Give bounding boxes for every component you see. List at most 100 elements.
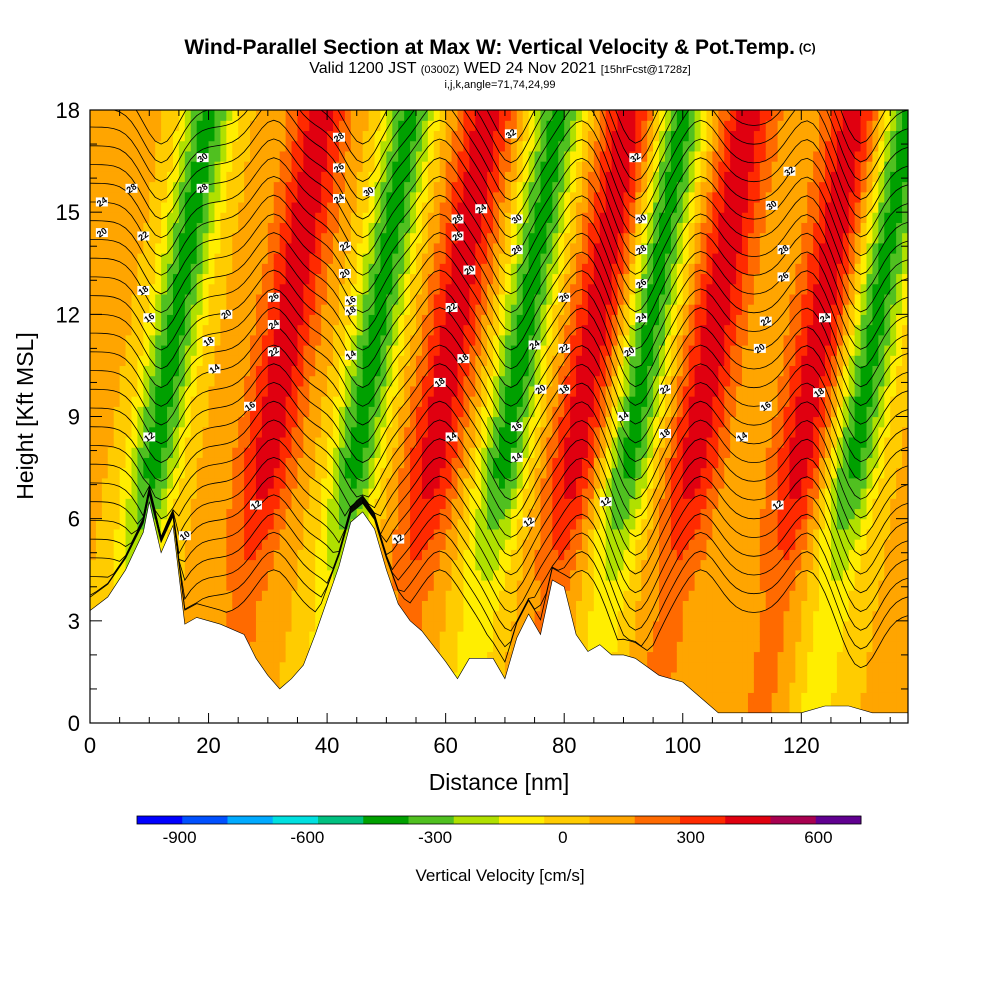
velocity-cell xyxy=(362,406,370,418)
velocity-cell xyxy=(149,110,156,121)
velocity-cell xyxy=(386,222,393,234)
velocity-cell xyxy=(303,212,310,223)
velocity-cell xyxy=(149,365,156,377)
velocity-cell xyxy=(250,222,257,234)
velocity-cell xyxy=(309,488,316,499)
velocity-cell xyxy=(481,253,488,264)
velocity-cell xyxy=(570,334,577,346)
velocity-cell xyxy=(161,273,168,285)
velocity-cell xyxy=(267,477,275,489)
velocity-cell xyxy=(487,365,494,377)
velocity-cell xyxy=(540,355,548,367)
velocity-cell xyxy=(433,610,441,622)
velocity-cell xyxy=(344,171,352,183)
velocity-cell xyxy=(327,304,334,315)
velocity-cell xyxy=(416,610,423,622)
velocity-cell xyxy=(303,140,310,152)
velocity-cell xyxy=(350,457,358,469)
velocity-cell xyxy=(540,457,548,469)
velocity-cell xyxy=(528,130,536,142)
velocity-cell xyxy=(214,559,222,571)
velocity-cell xyxy=(208,559,216,571)
velocity-cell xyxy=(410,569,417,581)
velocity-cell xyxy=(190,253,198,264)
velocity-cell xyxy=(297,232,304,244)
velocity-cell xyxy=(250,304,257,315)
velocity-cell xyxy=(534,600,542,612)
velocity-cell xyxy=(167,518,174,530)
velocity-cell xyxy=(392,314,399,326)
velocity-cell xyxy=(101,324,109,336)
velocity-cell xyxy=(119,181,127,193)
velocity-cell xyxy=(261,396,269,407)
velocity-cell xyxy=(143,191,150,203)
velocity-cell xyxy=(131,212,139,223)
velocity-cell xyxy=(149,385,156,397)
velocity-cell xyxy=(362,304,370,315)
velocity-cell xyxy=(416,161,423,172)
velocity-cell xyxy=(398,161,405,172)
velocity-cell xyxy=(493,314,500,326)
velocity-cell xyxy=(516,569,524,581)
velocity-cell xyxy=(416,549,423,561)
velocity-cell xyxy=(107,324,115,336)
velocity-cell xyxy=(267,467,275,479)
velocity-cell xyxy=(558,120,565,132)
velocity-cell xyxy=(487,110,494,121)
velocity-cell xyxy=(398,293,405,305)
velocity-cell xyxy=(107,150,115,162)
velocity-cell xyxy=(475,293,482,305)
velocity-cell xyxy=(481,406,488,418)
velocity-cell xyxy=(208,181,216,193)
velocity-cell xyxy=(232,610,239,622)
velocity-cell xyxy=(267,304,275,315)
velocity-cell xyxy=(362,110,370,121)
velocity-cell xyxy=(534,406,542,418)
velocity-cell xyxy=(291,181,299,193)
velocity-cell xyxy=(321,375,328,387)
velocity-cell xyxy=(273,253,281,264)
velocity-cell xyxy=(297,467,304,479)
velocity-cell xyxy=(362,232,370,244)
velocity-cell xyxy=(119,140,127,152)
velocity-cell xyxy=(327,140,334,152)
velocity-cell xyxy=(504,161,512,172)
velocity-cell xyxy=(167,488,174,499)
velocity-cell xyxy=(546,477,553,489)
velocity-cell xyxy=(285,161,293,172)
velocity-cell xyxy=(469,610,476,622)
velocity-cell xyxy=(463,631,470,642)
velocity-cell xyxy=(475,447,482,458)
velocity-cell xyxy=(499,620,506,632)
velocity-cell xyxy=(238,191,245,203)
velocity-cell xyxy=(487,406,494,418)
velocity-cell xyxy=(291,590,299,601)
velocity-cell xyxy=(238,416,245,428)
velocity-cell xyxy=(95,181,103,193)
velocity-cell xyxy=(416,396,423,407)
velocity-cell xyxy=(344,181,352,193)
velocity-cell xyxy=(214,171,222,183)
velocity-cell xyxy=(273,661,281,673)
velocity-cell xyxy=(178,447,186,458)
velocity-cell xyxy=(95,110,103,121)
velocity-cell xyxy=(238,232,245,244)
velocity-cell xyxy=(178,161,186,172)
velocity-cell xyxy=(321,508,328,520)
velocity-cell xyxy=(291,518,299,530)
velocity-cell xyxy=(570,314,577,326)
velocity-cell xyxy=(386,314,393,326)
velocity-cell xyxy=(131,426,139,438)
velocity-cell xyxy=(368,253,376,264)
velocity-cell xyxy=(540,263,548,275)
velocity-cell xyxy=(315,171,322,183)
velocity-cell xyxy=(504,191,512,203)
velocity-cell xyxy=(244,232,251,244)
velocity-cell xyxy=(398,426,405,438)
velocity-cell xyxy=(564,579,571,591)
velocity-cell xyxy=(558,549,565,561)
velocity-cell xyxy=(386,457,393,469)
velocity-cell xyxy=(232,385,239,397)
velocity-cell xyxy=(196,447,204,458)
velocity-cell xyxy=(510,416,518,428)
